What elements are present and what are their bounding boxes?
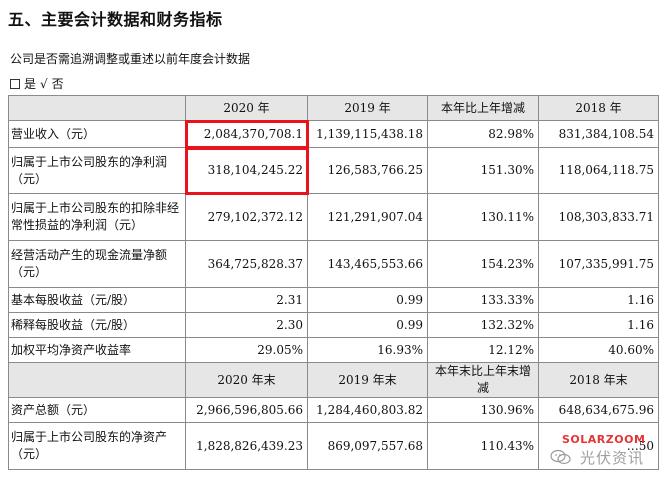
table-row: 归属于上市公司股东的净资产（元） 1,828,826,439.23 869,09… <box>8 422 659 470</box>
wechat-icon <box>550 449 571 465</box>
answer-check: √ <box>40 77 48 91</box>
table-cell: 133.33% <box>427 287 539 313</box>
table-cell: 279,102,372.12 <box>185 193 308 241</box>
table-cell: 143,465,553.66 <box>307 240 428 288</box>
restatement-answer: 是 √ 否 <box>10 75 68 92</box>
table-cell: 118,064,118.75 <box>538 147 659 194</box>
header-cell: 2018 年 <box>538 95 659 121</box>
row-label: 基本每股收益（元/股） <box>8 287 186 313</box>
watermark-brand: SOLARZOOM <box>562 433 646 446</box>
header-cell: 2018 年末 <box>538 362 659 398</box>
answer-yes: 是 <box>24 77 37 91</box>
table-cell: 130.11% <box>427 193 539 241</box>
table-cell: 869,097,557.68 <box>307 422 428 470</box>
header-cell: 2019 年 <box>307 95 428 121</box>
header-cell: 2019 年末 <box>307 362 428 398</box>
table-cell: 126,583,766.25 <box>307 147 428 194</box>
checkbox-icon <box>10 78 20 89</box>
table-row: 营业收入（元） 2,084,370,708.1 1,139,115,438.18… <box>8 119 659 149</box>
table-cell: 154.23% <box>427 240 539 288</box>
row-label: 归属于上市公司股东的扣除非经常性损益的净利润（元） <box>8 193 186 241</box>
table-cell: 2.31 <box>185 287 308 313</box>
row-label: 归属于上市公司股东的净资产（元） <box>8 422 186 470</box>
table-cell: …50 <box>538 422 659 470</box>
table-row: 资产总额（元） 2,966,596,805.66 1,284,460,803.8… <box>8 397 659 423</box>
row-label: 经营活动产生的现金流量净额（元） <box>8 240 186 288</box>
table-cell: 121,291,907.04 <box>307 193 428 241</box>
table-cell: 16.93% <box>307 337 428 363</box>
table-row: 稀释每股收益（元/股） 2.30 0.99 132.32% 1.16 <box>8 312 659 338</box>
table-cell: 831,384,108.54 <box>538 120 659 148</box>
row-label: 稀释每股收益（元/股） <box>8 312 186 338</box>
table-cell: 108,303,833.71 <box>538 193 659 241</box>
section-heading: 五、主要会计数据和财务指标 <box>8 10 223 29</box>
header-cell: 本年末比上年末增减 <box>427 362 539 398</box>
table-row: 基本每股收益（元/股） 2.31 0.99 133.33% 1.16 <box>8 287 659 313</box>
table-row: 经营活动产生的现金流量净额（元） 364,725,828.37 143,465,… <box>8 240 659 288</box>
table-cell: 1.16 <box>538 312 659 338</box>
table-cell: 0.99 <box>307 287 428 313</box>
table-cell: 12.12% <box>427 337 539 363</box>
header-cell <box>8 362 186 398</box>
header-cell: 2020 年末 <box>185 362 308 398</box>
header-cell: 2020 年 <box>185 95 308 121</box>
answer-no: 否 <box>51 77 64 91</box>
restatement-question: 公司是否需追溯调整或重述以前年度会计数据 <box>10 52 251 66</box>
table-cell: 648,634,675.96 <box>538 397 659 423</box>
highlighted-cell: 2,084,370,708.1 <box>184 119 309 149</box>
header-cell: 本年比上年增减 <box>427 95 539 121</box>
row-label: 归属于上市公司股东的净利润（元） <box>8 147 186 194</box>
row-label: 加权平均净资产收益率 <box>8 337 186 363</box>
table-cell: 1.16 <box>538 287 659 313</box>
table-cell: 1,284,460,803.82 <box>307 397 428 423</box>
table-cell: 82.98% <box>427 120 539 148</box>
table-cell: 107,335,991.75 <box>538 240 659 288</box>
highlighted-cell: 318,104,245.22 <box>184 146 309 195</box>
table-cell: 2,966,596,805.66 <box>185 397 308 423</box>
header-cell <box>8 95 186 121</box>
table-row: 归属于上市公司股东的扣除非经常性损益的净利润（元） 279,102,372.12… <box>8 193 659 241</box>
row-label: 资产总额（元） <box>8 397 186 423</box>
table-cell: 29.05% <box>185 337 308 363</box>
table-cell: 151.30% <box>427 147 539 194</box>
table-cell: 130.96% <box>427 397 539 423</box>
table-header-row: 2020 年末 2019 年末 本年末比上年末增减 2018 年末 <box>8 362 659 398</box>
table-cell: 364,725,828.37 <box>185 240 308 288</box>
table-cell: 40.60% <box>538 337 659 363</box>
row-label: 营业收入（元） <box>8 120 186 148</box>
table-cell: 2.30 <box>185 312 308 338</box>
table-header-row: 2020 年 2019 年 本年比上年增减 2018 年 <box>8 95 659 121</box>
solarzoom-watermark: SOLARZOOM 光伏资讯 <box>550 433 656 473</box>
table-cell: 132.32% <box>427 312 539 338</box>
table-cell: 1,828,826,439.23 <box>185 422 308 470</box>
table-cell: 110.43% <box>427 422 539 470</box>
table-cell: 1,139,115,438.18 <box>307 120 428 148</box>
watermark-subtitle: 光伏资讯 <box>580 449 645 467</box>
table-cell: 0.99 <box>307 312 428 338</box>
financial-indicators-table: 2020 年 2019 年 本年比上年增减 2018 年 营业收入（元） 2,0… <box>8 95 659 470</box>
table-row: 加权平均净资产收益率 29.05% 16.93% 12.12% 40.60% <box>8 337 659 363</box>
table-row: 归属于上市公司股东的净利润（元） 318,104,245.22 126,583,… <box>8 146 659 195</box>
